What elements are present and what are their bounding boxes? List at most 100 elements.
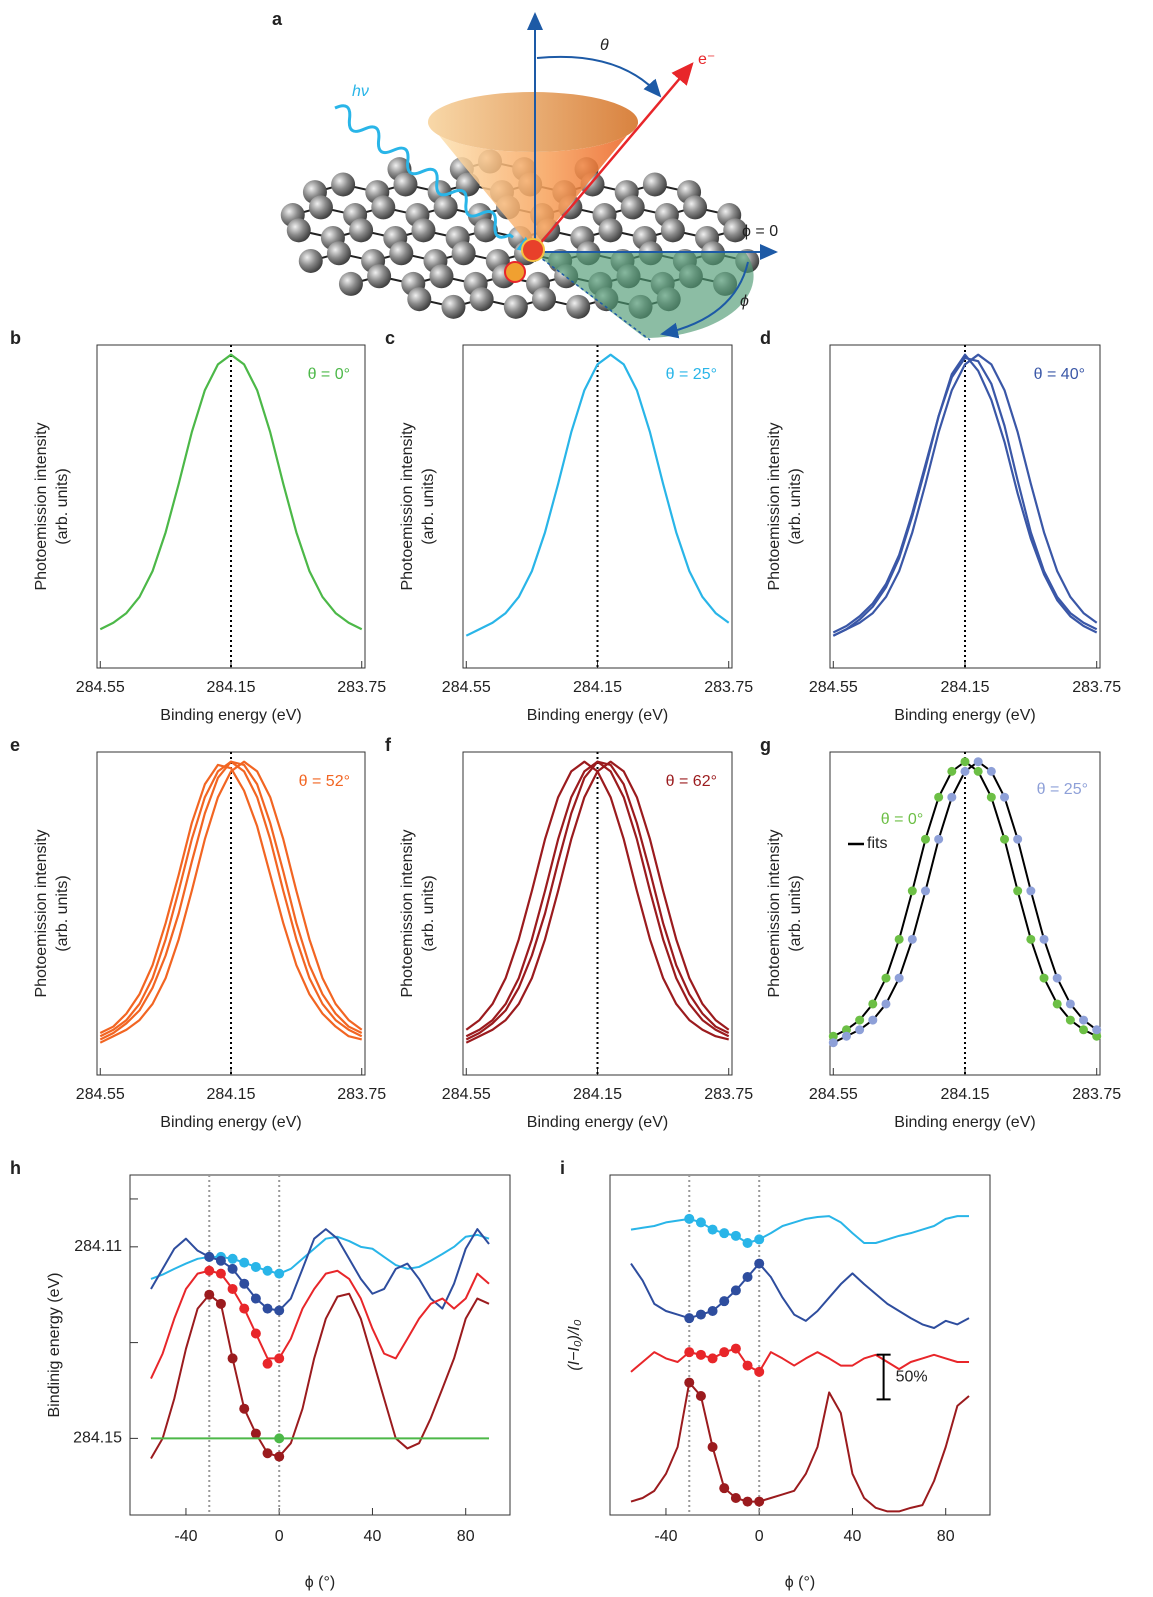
x-tick-label: 284.55	[76, 1086, 125, 1103]
data-point	[920, 886, 930, 896]
panel-label: e	[10, 735, 20, 755]
data-line	[465, 760, 730, 1044]
data-point	[695, 1217, 706, 1228]
data-point	[1013, 886, 1023, 896]
x-tick-label: 284.15	[573, 679, 622, 696]
lattice-atom	[660, 218, 685, 243]
data-point	[894, 973, 904, 983]
lattice-atom	[393, 172, 418, 197]
lattice-atom	[473, 218, 498, 243]
lattice-atom	[286, 218, 311, 243]
data-point	[841, 1031, 851, 1041]
x-tick-label: 80	[457, 1528, 475, 1545]
data-point	[274, 1433, 285, 1444]
lattice-atom	[349, 218, 374, 243]
x-tick-label: 40	[844, 1528, 862, 1545]
data-point	[695, 1391, 706, 1401]
data-point	[239, 1278, 250, 1289]
y-axis-label: (I−I₀)/I₀	[566, 1319, 583, 1371]
y-axis-label: Photoemission intensity	[399, 422, 416, 590]
data-point	[215, 1298, 226, 1309]
lattice-atom	[683, 195, 708, 220]
data-point	[1092, 1025, 1102, 1035]
data-point	[1039, 973, 1049, 983]
data-point	[986, 792, 996, 802]
data-point	[719, 1347, 730, 1358]
data-point	[1052, 973, 1062, 983]
y-axis-label: (arb. units)	[787, 875, 804, 951]
x-axis-label: ϕ (°)	[305, 1574, 335, 1591]
x-axis-label: Binding energy (eV)	[160, 1114, 301, 1131]
data-point	[684, 1313, 695, 1324]
data-line	[150, 1292, 490, 1459]
lattice-atom	[469, 287, 494, 312]
phi-sector	[533, 252, 754, 338]
data-point	[828, 1038, 838, 1048]
x-tick-label: 0	[275, 1528, 284, 1545]
data-point	[274, 1268, 285, 1279]
lattice-atom	[371, 195, 396, 220]
data-point	[868, 1015, 878, 1025]
data-point	[1065, 999, 1075, 1009]
lattice-atom	[642, 172, 667, 197]
plot-frame	[609, 1174, 991, 1516]
panel-label: f	[385, 735, 392, 755]
x-tick-label: 284.55	[442, 679, 491, 696]
data-point	[754, 1234, 765, 1245]
data-point	[707, 1306, 718, 1316]
data-point	[894, 934, 904, 944]
lattice-atom	[411, 218, 436, 243]
data-point	[215, 1255, 226, 1266]
data-point	[250, 1261, 261, 1272]
panel-label: b	[10, 328, 21, 348]
theta-arc	[536, 55, 662, 98]
data-line	[465, 760, 730, 1041]
neighbor-atom	[504, 261, 526, 283]
lattice-atom	[407, 287, 432, 312]
data-line	[99, 760, 363, 1044]
electron-arrow	[532, 62, 694, 253]
data-point	[1000, 834, 1010, 844]
data-point	[907, 886, 917, 896]
data-point	[719, 1228, 730, 1239]
data-point	[742, 1360, 753, 1371]
data-line	[150, 1269, 490, 1379]
lattice-atom	[620, 195, 645, 220]
phi-direction	[532, 251, 651, 341]
data-point	[239, 1303, 250, 1314]
x-tick-label: 284.55	[76, 679, 125, 696]
y-axis-label: Bindinig energy (eV)	[46, 1273, 63, 1418]
x-axis-label: Binding energy (eV)	[894, 707, 1035, 724]
x-tick-label: 283.75	[1072, 679, 1121, 696]
data-point	[250, 1328, 261, 1339]
data-line	[630, 1215, 970, 1244]
x-tick-label: 283.75	[337, 1086, 386, 1103]
y-axis-label: (arb. units)	[54, 468, 71, 544]
data-point	[239, 1257, 250, 1268]
panel-label: i	[560, 1158, 565, 1178]
lattice-atom	[367, 264, 392, 289]
data-line	[99, 353, 363, 631]
lattice-atom	[338, 271, 363, 296]
y-axis-label: Photoemission intensity	[766, 422, 783, 590]
data-line	[99, 763, 362, 1041]
data-point	[742, 1496, 753, 1507]
data-point	[960, 766, 970, 776]
data-line	[832, 353, 1098, 637]
lattice-atom	[433, 195, 458, 220]
data-point	[204, 1265, 215, 1276]
legend-label: fits	[867, 835, 887, 852]
data-point	[986, 766, 996, 776]
data-point	[695, 1349, 706, 1360]
emission-cone	[428, 122, 638, 250]
data-point	[684, 1377, 695, 1388]
emitter-atom	[521, 238, 545, 262]
y-axis-label: Photoemission intensity	[33, 422, 50, 590]
x-axis-label: ϕ (°)	[785, 1574, 815, 1591]
data-point	[262, 1358, 273, 1369]
data-point	[730, 1493, 741, 1503]
x-tick-label: 283.75	[704, 679, 753, 696]
data-point	[841, 1025, 851, 1035]
data-point	[274, 1305, 285, 1316]
